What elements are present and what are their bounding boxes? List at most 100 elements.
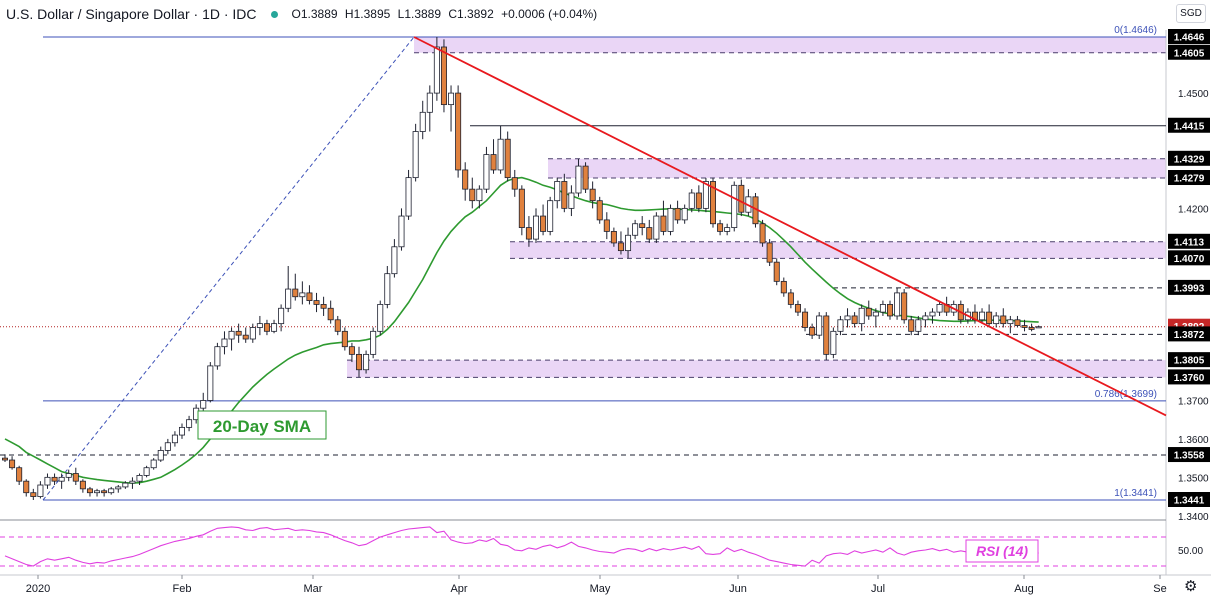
candle-body bbox=[299, 292, 306, 298]
price-tick: 1.3500 bbox=[1178, 473, 1209, 484]
annotations: 20-Day SMA bbox=[197, 410, 327, 440]
price-label-text: 1.4605 bbox=[1174, 48, 1205, 59]
price-tick: 1.4200 bbox=[1178, 204, 1209, 215]
candle-body bbox=[688, 192, 695, 209]
candle bbox=[809, 323, 816, 340]
candle bbox=[94, 488, 101, 497]
candle-body bbox=[271, 323, 278, 332]
price-label: 1.3760 bbox=[1168, 369, 1210, 385]
candle-body bbox=[370, 330, 377, 355]
candle-body bbox=[228, 330, 235, 340]
candle-body bbox=[993, 315, 1000, 325]
candle-body bbox=[108, 488, 115, 494]
candle-body bbox=[164, 442, 171, 451]
candle bbox=[348, 342, 355, 363]
low-value: L1.3889 bbox=[397, 7, 442, 21]
candle-body bbox=[802, 311, 809, 328]
candle bbox=[278, 304, 285, 332]
price-label-bg bbox=[1168, 352, 1210, 368]
candle bbox=[660, 200, 667, 236]
price-tick: 1.4500 bbox=[1178, 89, 1209, 100]
candle-body bbox=[355, 353, 362, 371]
trendline bbox=[413, 36, 1167, 417]
candle-body bbox=[922, 315, 929, 321]
symbol-title[interactable]: U.S. Dollar / Singapore Dollar · 1D · ID… bbox=[6, 6, 257, 22]
candle-body bbox=[653, 215, 660, 240]
candle-body bbox=[872, 311, 879, 317]
candle bbox=[533, 208, 540, 243]
candle-body bbox=[610, 231, 617, 244]
candle-body bbox=[377, 304, 384, 332]
candle-body bbox=[86, 488, 93, 494]
downtrend-line bbox=[413, 36, 1167, 417]
candle-body bbox=[51, 476, 58, 482]
candle-body bbox=[603, 219, 610, 232]
candle-body bbox=[518, 188, 525, 228]
rsi-pane: RSI (14) 50.00 bbox=[0, 526, 1203, 567]
candle bbox=[221, 331, 228, 355]
candle bbox=[667, 204, 674, 236]
candle bbox=[766, 239, 773, 267]
candle-body bbox=[171, 434, 178, 444]
status-dot-icon bbox=[270, 10, 278, 18]
candle bbox=[653, 212, 660, 243]
candle-body bbox=[1007, 319, 1014, 325]
candle bbox=[412, 123, 419, 182]
price-label-bg bbox=[1168, 44, 1210, 60]
candle-body bbox=[525, 227, 532, 240]
candle bbox=[717, 219, 724, 236]
time-tick: Jul bbox=[871, 583, 885, 595]
gear-icon[interactable]: ⚙ bbox=[1184, 578, 1198, 595]
sma-line bbox=[4, 176, 1039, 484]
candle bbox=[122, 481, 129, 489]
fib-diagonal bbox=[42, 36, 415, 501]
price-label-text: 1.4415 bbox=[1174, 121, 1205, 132]
candle-body bbox=[341, 330, 348, 348]
candle-body bbox=[249, 327, 256, 340]
candle-body bbox=[58, 476, 65, 482]
candle bbox=[263, 319, 270, 336]
candle-body bbox=[129, 480, 136, 484]
candle bbox=[731, 181, 738, 232]
candle bbox=[235, 323, 242, 343]
price-label-bg bbox=[1168, 447, 1210, 463]
candle bbox=[674, 200, 681, 224]
candle-body bbox=[724, 227, 731, 232]
candle bbox=[341, 327, 348, 351]
candle-body bbox=[929, 311, 936, 317]
candle-body bbox=[306, 292, 313, 301]
candle bbox=[894, 287, 901, 320]
price-label: 1.3872 bbox=[1168, 326, 1210, 342]
candle bbox=[787, 289, 794, 309]
zone-rect bbox=[347, 360, 1166, 378]
candle-body bbox=[256, 323, 263, 328]
price-label-bg bbox=[1168, 150, 1210, 166]
candle bbox=[901, 289, 908, 324]
candle bbox=[922, 312, 929, 328]
candle-body bbox=[1035, 326, 1042, 329]
sma-label-box bbox=[197, 410, 327, 440]
candle-body bbox=[879, 304, 886, 313]
candle bbox=[780, 277, 787, 297]
candle-body bbox=[334, 319, 341, 332]
candle-body bbox=[979, 311, 986, 321]
price-label-bg bbox=[1168, 117, 1210, 133]
candle bbox=[518, 185, 525, 236]
candle bbox=[200, 392, 207, 413]
candle-body bbox=[455, 92, 462, 171]
candle bbox=[377, 300, 384, 336]
candle-body bbox=[497, 138, 504, 171]
candle bbox=[86, 486, 93, 497]
candle-body bbox=[278, 307, 285, 325]
candle-body bbox=[511, 177, 518, 190]
currency-badge[interactable]: SGD bbox=[1176, 4, 1206, 23]
rsi-line bbox=[4, 526, 1039, 567]
zone-rect bbox=[414, 37, 1166, 53]
candle-body bbox=[533, 215, 540, 240]
candle-body bbox=[681, 207, 688, 221]
candle bbox=[540, 204, 547, 236]
candle-body bbox=[575, 165, 582, 194]
candle-body bbox=[504, 138, 511, 179]
candle-body bbox=[440, 46, 447, 106]
